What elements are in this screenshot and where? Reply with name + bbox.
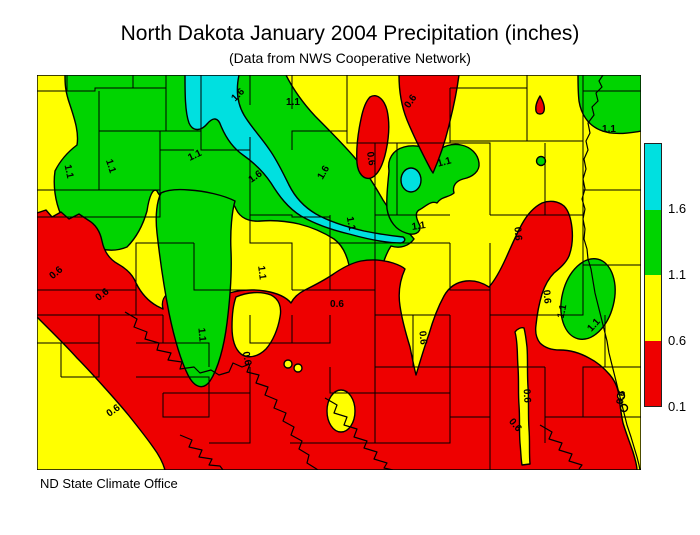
contour-value-label: 0.6	[364, 151, 377, 167]
yellow-channel	[514, 327, 531, 466]
cannonball-river	[179, 434, 224, 471]
rivers	[124, 74, 641, 471]
precipitation-map: 1.6 1.1 0.6 0.6 1.6 1.6 1.1 1.1 1.1 1.1 1.1 1.1 1.1 0…	[36, 74, 642, 471]
legend-tick-1.1: 1.1	[668, 267, 687, 282]
contour-value-label: 1.1	[286, 97, 300, 108]
contour-value-label: 1.1	[556, 303, 570, 319]
contour-value-label: 1.1	[103, 158, 118, 175]
contour-value-label: 0.6	[511, 226, 523, 241]
page-title: North Dakota January 2004 Precipitation …	[120, 22, 580, 45]
contour-map-svg: 1.6 1.1 0.60.61.6 1.61.1 1.11.11.11.11.11.10…	[36, 74, 642, 471]
legend-tick-0.1: 0.1	[668, 399, 687, 414]
legend-band-green	[645, 209, 661, 275]
se-river	[324, 397, 394, 471]
yellow-oval-hole	[326, 389, 356, 433]
contour-value-label: 1.1	[195, 327, 207, 342]
contour-value-label: 0.6	[540, 289, 552, 304]
contour-value-label: 1.1	[186, 148, 204, 164]
contour-value-label: 0.6	[416, 330, 428, 345]
contour-value-label: 1.1	[62, 164, 76, 180]
green-region-finger	[155, 188, 236, 388]
legend-tick-1.6: 1.6	[668, 201, 687, 216]
yellow-dot-1	[283, 359, 293, 369]
sheyenne-river	[539, 424, 583, 470]
contour-value-label: 0.6	[240, 351, 253, 367]
legend-tick-0.6: 0.6	[668, 333, 687, 348]
legend-band-red	[645, 340, 661, 406]
red-drop	[535, 95, 545, 115]
yellow-bay	[231, 291, 282, 358]
cyan-pocket-crab	[400, 167, 422, 193]
contour-value-label: 1.1	[436, 155, 453, 169]
red-region-banana	[356, 95, 390, 180]
cyan-region-band	[184, 74, 406, 244]
missouri-river	[124, 311, 319, 471]
contour-value-label: 1.1	[602, 124, 616, 135]
legend-colorbar	[644, 143, 662, 407]
contour-value-label: 1.1	[344, 216, 357, 232]
red-region-north-wedge	[398, 74, 460, 174]
contour-value-label: 1.1	[411, 220, 427, 233]
legend-band-yellow	[645, 275, 661, 341]
yellow-dot-2	[293, 363, 303, 373]
red-river-border	[581, 74, 641, 471]
contour-value-label: 0.6	[330, 299, 344, 310]
green-dot	[535, 155, 547, 167]
county-lines	[37, 75, 641, 470]
contour-value-label: 1.1	[255, 265, 268, 281]
contour-value-label: 0.6	[521, 389, 533, 404]
credit-line: ND State Climate Office	[40, 476, 178, 491]
page-subtitle: (Data from NWS Cooperative Network)	[229, 50, 471, 66]
legend-band-cyan	[645, 144, 661, 210]
contour-value-label: 0.6	[615, 389, 628, 405]
